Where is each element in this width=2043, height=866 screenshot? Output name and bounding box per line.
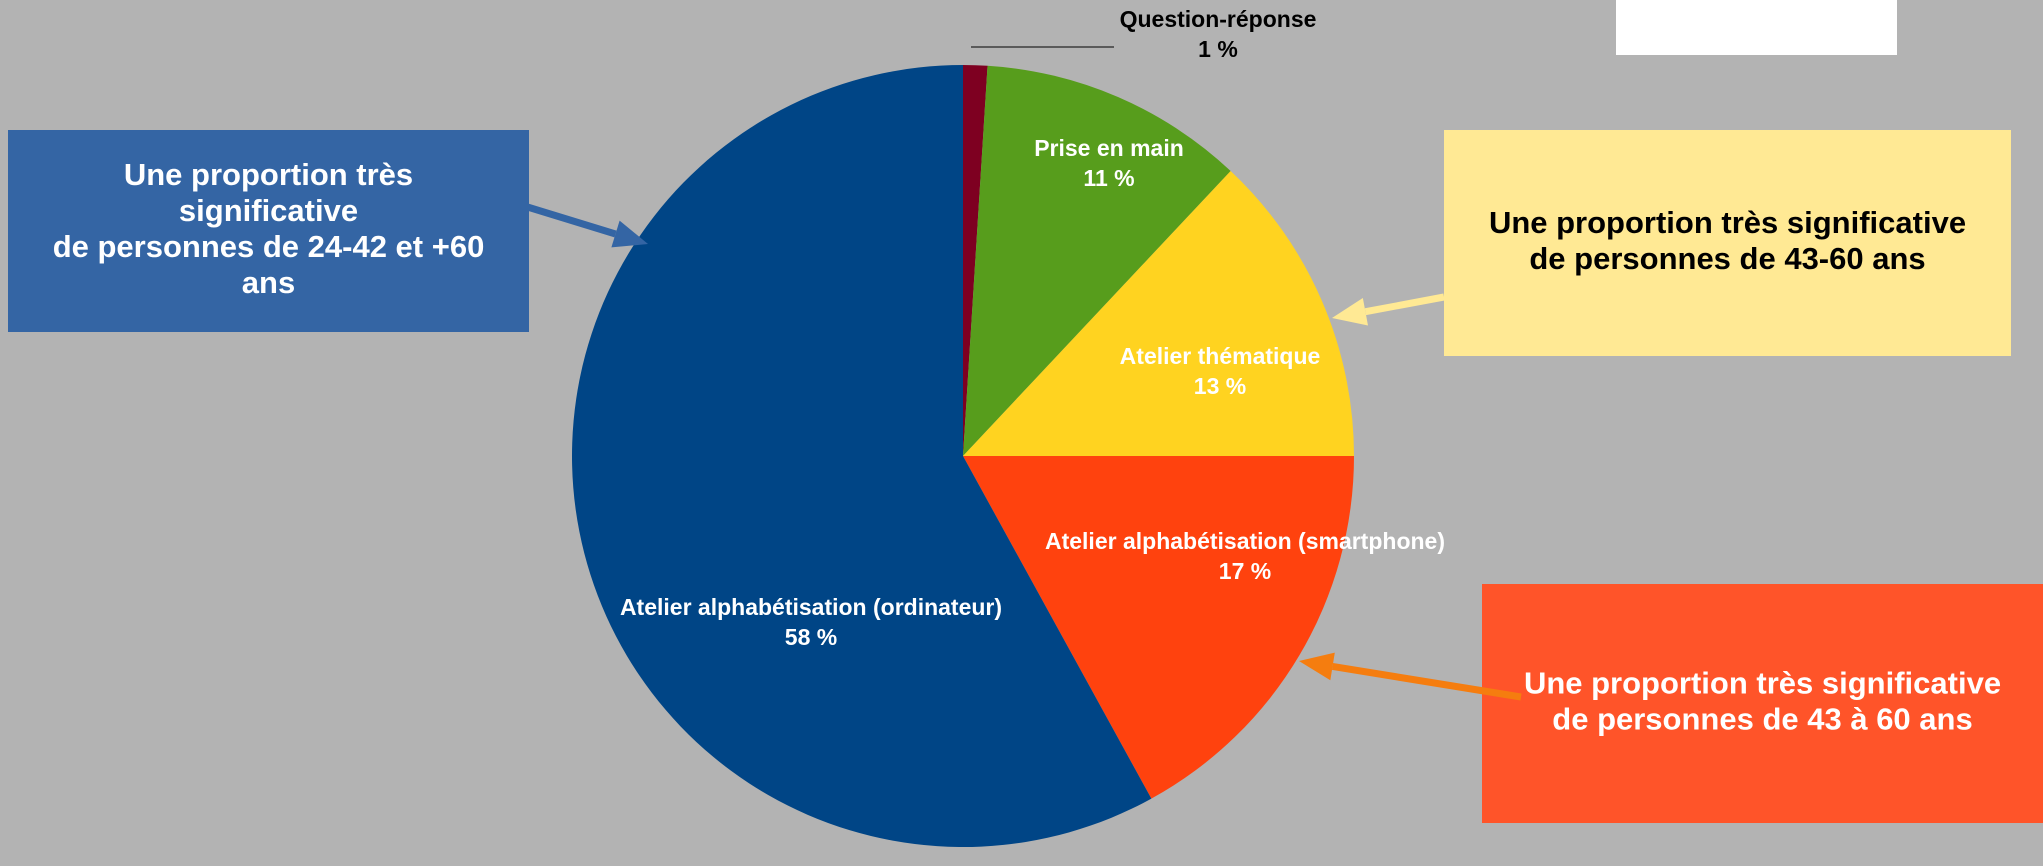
annotation-text: de personnes de 43-60 ans — [1529, 241, 1925, 276]
arrow-head — [611, 220, 648, 248]
arrow-shaft — [519, 201, 617, 238]
annotation-text: de personnes de 43 à 60 ans — [1552, 702, 1972, 737]
pie-slice — [963, 456, 1354, 799]
pie-slice — [963, 65, 1231, 456]
slice-value: 58 % — [785, 624, 837, 650]
pie-slice — [963, 170, 1354, 456]
slice-value: 1 % — [1198, 36, 1238, 62]
annotation-text: significative — [179, 193, 358, 228]
slice-label: Question-réponse — [1120, 6, 1317, 32]
arrow-shaft — [1332, 662, 1522, 701]
annotation-text: de personnes de 24-42 et +60 — [53, 229, 485, 264]
pie-slice — [572, 65, 1152, 847]
slice-value: 11 % — [1083, 165, 1134, 191]
slice-label: Atelier alphabétisation (smartphone) — [1045, 528, 1445, 554]
pie-slice — [963, 65, 988, 456]
annotation-text: ans — [242, 265, 295, 300]
arrow-shaft — [1364, 293, 1445, 316]
annotation-box — [1482, 584, 2043, 823]
annotation-box — [1444, 130, 2011, 356]
annotation-text: Une proportion très significative — [1524, 666, 2001, 701]
slice-value: 13 % — [1194, 373, 1246, 399]
slice-label: Atelier thématique — [1120, 343, 1321, 369]
slice-label: Prise en main — [1034, 135, 1184, 161]
logo — [1616, 0, 1897, 55]
annotation-text: Une proportion très — [124, 157, 413, 192]
arrow-head — [1299, 652, 1335, 681]
slice-value: 17 % — [1219, 558, 1271, 584]
slice-label: Atelier alphabétisation (ordinateur) — [620, 594, 1002, 620]
annotation-text: Une proportion très significative — [1489, 205, 1966, 240]
annotation-box — [8, 130, 529, 332]
arrow-head — [1332, 297, 1368, 326]
